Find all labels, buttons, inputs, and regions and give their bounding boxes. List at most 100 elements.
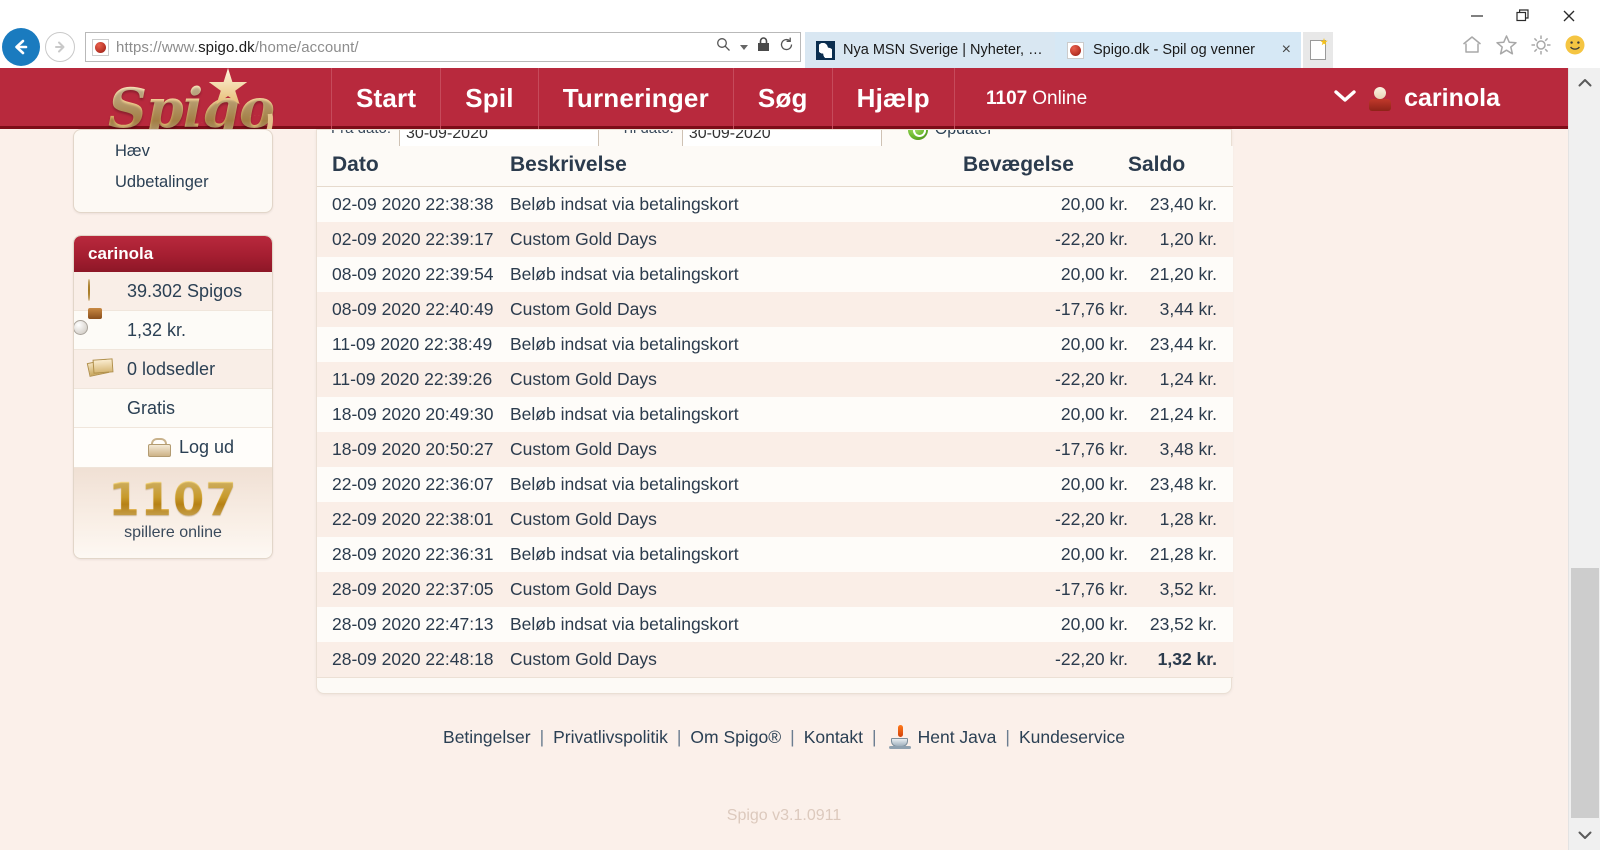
scrollbar-thumb[interactable] (1571, 568, 1599, 818)
refresh-icon[interactable] (779, 37, 794, 57)
cell-saldo: 21,28 kr. (1149, 544, 1217, 564)
refresh-icon (907, 130, 928, 140)
logout-link[interactable]: Log ud (178, 437, 234, 457)
username-label: carinola (1404, 84, 1500, 112)
browser-chrome: https://www.spigo.dk/home/account/ (0, 0, 1600, 68)
favorites-star-icon[interactable] (1495, 34, 1518, 61)
cell-dato: 18-09 2020 20:49:30 (332, 404, 494, 424)
cell-bevaegelse: 20,00 kr. (1060, 474, 1128, 494)
java-icon (888, 725, 911, 749)
to-date-input[interactable]: 30-09-2020 (681, 130, 882, 146)
cell-beskrivelse: Custom Gold Days (510, 579, 657, 599)
main-navigation: Start Spil Turneringer Søg Hjælp (331, 68, 955, 129)
cell-dato: 08-09 2020 22:39:54 (332, 264, 494, 284)
vertical-scrollbar[interactable] (1568, 68, 1600, 850)
close-icon[interactable]: × (1281, 41, 1291, 58)
version-label: Spigo v3.1.0911 (726, 807, 842, 824)
cell-saldo: 1,20 kr. (1159, 229, 1217, 249)
account-row-gratis[interactable]: Gratis (74, 389, 272, 428)
cell-beskrivelse: Custom Gold Days (510, 369, 657, 389)
footer-link-privatlivspolitik[interactable]: Privatlivspolitik (553, 726, 668, 747)
from-date-input[interactable]: 30-09-2020 (399, 130, 600, 146)
cell-dato: 18-09 2020 20:50:27 (332, 439, 494, 459)
cell-beskrivelse: Custom Gold Days (510, 509, 657, 529)
url-path: /home/account/ (254, 38, 359, 56)
account-row-spigos[interactable]: 39.302 Spigos (74, 272, 272, 311)
cell-beskrivelse: Beløb indsat via betalingskort (510, 404, 739, 424)
nav-item-turneringer[interactable]: Turneringer (537, 68, 733, 129)
table-row: 08-09 2020 22:40:49 Custom Gold Days -17,7… (317, 292, 1233, 327)
table-header-row: Dato Beskrivelse Bevægelse Saldo (317, 146, 1233, 187)
smiley-feedback-icon[interactable] (1564, 34, 1586, 61)
search-icon[interactable] (716, 37, 731, 57)
sidebar-item-haev[interactable]: Hæv (115, 142, 150, 160)
cell-beskrivelse: Beløb indsat via betalingskort (510, 614, 739, 634)
column-header-saldo[interactable]: Saldo (1128, 146, 1233, 187)
chevron-down-icon[interactable] (740, 44, 748, 50)
nav-item-hjaelp[interactable]: Hjælp (831, 68, 955, 129)
nav-item-start[interactable]: Start (331, 68, 440, 129)
cell-dato: 02-09 2020 22:38:38 (332, 194, 494, 214)
new-tab-button[interactable] (1303, 32, 1333, 68)
table-row: 28-09 2020 22:48:18 Custom Gold Days -22,2… (317, 642, 1233, 678)
chevron-down-icon[interactable] (1334, 89, 1356, 108)
cell-beskrivelse: Beløb indsat via betalingskort (510, 544, 739, 564)
footer-link-kundeservice[interactable]: Kundeservice (1018, 726, 1125, 747)
table-row: 02-09 2020 22:39:17 Custom Gold Days -22,2… (317, 222, 1233, 257)
footer-link-kontakt[interactable]: Kontakt (803, 726, 864, 747)
cell-bevaegelse: -22,20 kr. (1055, 509, 1128, 529)
cell-beskrivelse: Custom Gold Days (510, 439, 657, 459)
account-value: 39.302 Spigos (127, 280, 243, 301)
forward-button[interactable] (45, 32, 75, 62)
separator: | (872, 726, 877, 747)
sidebar-item-udbetalinger[interactable]: Udbetalinger (115, 173, 209, 191)
browser-tab-spigo[interactable]: Spigo.dk - Spil og venner × (1055, 32, 1301, 68)
table-row: 22-09 2020 22:38:01 Custom Gold Days -22,2… (317, 502, 1233, 537)
players-online-number: 1107 (74, 476, 272, 524)
scroll-down-icon[interactable] (1569, 820, 1600, 850)
nav-item-spil[interactable]: Spil (440, 68, 537, 129)
address-bar[interactable]: https://www.spigo.dk/home/account/ (85, 32, 801, 62)
separator: | (790, 726, 795, 747)
separator: | (539, 726, 545, 747)
column-header-dato[interactable]: Dato (317, 146, 510, 187)
scroll-up-icon[interactable] (1569, 68, 1600, 98)
account-row-lodsedler[interactable]: 0 lodsedler (74, 350, 272, 389)
update-link[interactable]: Opdater (935, 130, 993, 139)
lock-icon (147, 438, 171, 457)
back-button[interactable] (2, 28, 40, 66)
column-header-beskrivelse[interactable]: Beskrivelse (510, 146, 963, 187)
cell-saldo: 23,44 kr. (1149, 334, 1217, 354)
tab-title: Spigo.dk - Spil og venner (1093, 42, 1256, 58)
cell-bevaegelse: 20,00 kr. (1060, 264, 1128, 284)
browser-tab-msn[interactable]: Nya MSN Sverige | Nyheter, Nöj... (805, 32, 1055, 68)
table-row: 02-09 2020 22:38:38 Beløb indsat via beta… (317, 186, 1233, 222)
logout-row[interactable]: Log ud (74, 428, 272, 468)
cell-saldo: 1,32 kr. (1128, 642, 1233, 678)
footer-link-hent-java[interactable]: Hent Java (917, 726, 997, 747)
online-count-number: 1107 (986, 87, 1028, 109)
settings-gear-icon[interactable] (1530, 34, 1552, 61)
table-row: 11-09 2020 22:38:49 Beløb indsat via beta… (317, 327, 1233, 362)
restore-button[interactable] (1500, 1, 1546, 31)
close-button[interactable] (1546, 1, 1592, 31)
cell-saldo: 21,20 kr. (1149, 264, 1217, 284)
footer-link-om-spigo[interactable]: Om Spigo® (690, 726, 782, 747)
home-icon[interactable] (1461, 34, 1483, 60)
cell-saldo: 1,28 kr. (1159, 509, 1217, 529)
cell-beskrivelse: Custom Gold Days (510, 299, 657, 319)
separator: | (1005, 726, 1010, 747)
cell-saldo: 3,48 kr. (1159, 439, 1217, 459)
update-control[interactable]: Opdater (907, 130, 993, 140)
column-header-bevaegelse[interactable]: Bevægelse (963, 146, 1128, 187)
sidebar-links-card: Hæv Udbetalinger (73, 129, 273, 213)
account-value: Gratis (127, 397, 176, 418)
minimize-button[interactable] (1454, 1, 1500, 31)
user-menu[interactable]: carinola (1334, 68, 1500, 129)
nav-item-sog[interactable]: Søg (732, 68, 832, 129)
players-online-panel: 1107 spillere online (74, 468, 272, 559)
account-row-balance[interactable]: 1,32 kr. (74, 311, 272, 350)
footer-link-betingelser[interactable]: Betingelser (443, 726, 531, 747)
table-row: 28-09 2020 22:36:31 Beløb indsat via beta… (317, 537, 1233, 572)
